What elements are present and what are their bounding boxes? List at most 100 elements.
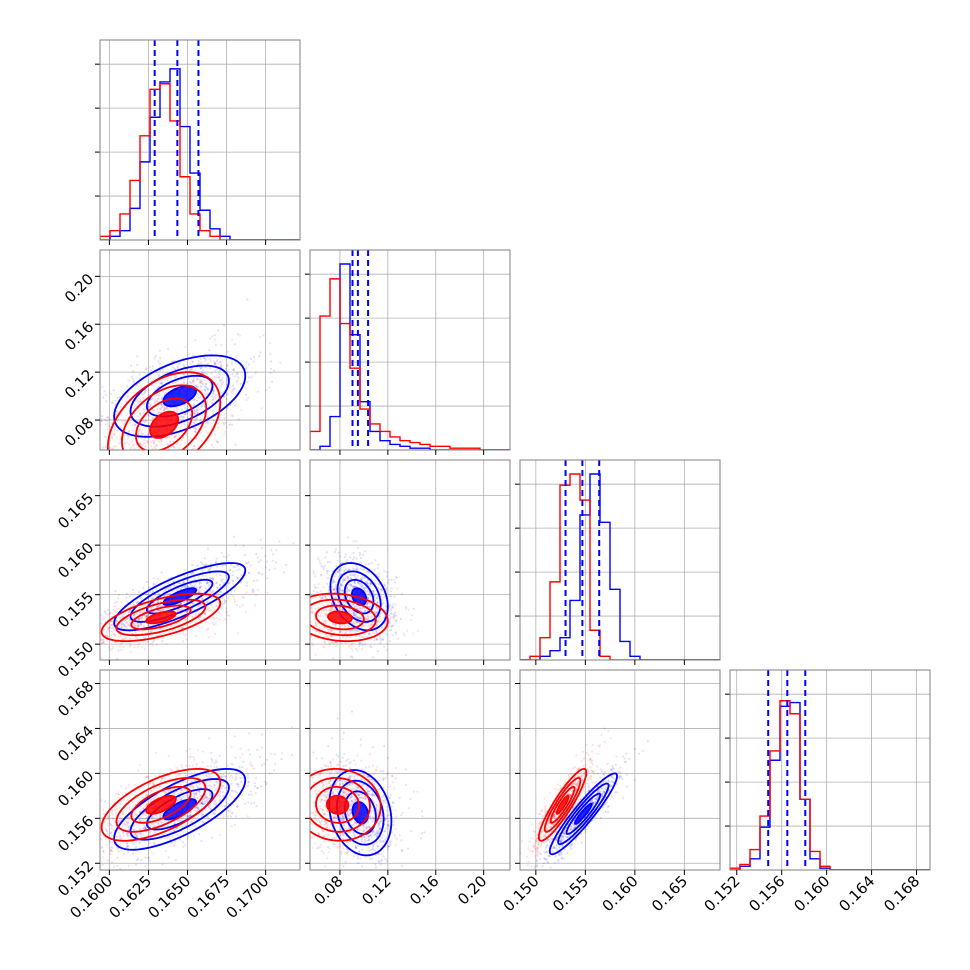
sample-point (120, 622, 123, 625)
sample-point (163, 454, 165, 456)
sample-point (378, 572, 381, 575)
sample-point (210, 592, 213, 595)
panel-frame (519, 459, 721, 661)
sample-point (214, 759, 217, 762)
sample-point (221, 773, 224, 776)
sample-point (122, 622, 125, 626)
sample-point (203, 425, 206, 428)
sample-point (106, 843, 109, 846)
sample-point (83, 403, 85, 405)
sample-point (236, 569, 239, 572)
sample-point (208, 792, 211, 795)
sample-point (176, 833, 179, 836)
sample-point (236, 372, 239, 375)
sample-point (140, 393, 143, 396)
sample-point (336, 641, 339, 644)
sample-point (213, 765, 216, 769)
sample-point (274, 561, 278, 564)
sample-point (243, 553, 246, 557)
sample-point (269, 752, 272, 756)
sample-point (311, 610, 314, 613)
sample-point (213, 389, 216, 392)
hist-red (310, 278, 510, 450)
sample-point (212, 578, 215, 582)
sample-point (151, 384, 154, 387)
sample-point (113, 820, 116, 823)
sample-point (214, 343, 217, 346)
sample-point (393, 595, 396, 598)
sample-point (84, 629, 86, 631)
sample-point (220, 785, 223, 788)
sample-point (189, 784, 193, 788)
contour-level (343, 578, 375, 615)
sample-point (367, 571, 370, 574)
sample-point (337, 601, 340, 604)
sample-point (219, 365, 222, 368)
sample-point (231, 373, 234, 376)
sample-point (109, 612, 112, 615)
sample-point (125, 833, 128, 837)
sample-point (143, 409, 146, 412)
sample-point (220, 381, 223, 384)
sample-point (141, 646, 144, 649)
sample-point (150, 597, 153, 601)
sample-point (354, 574, 357, 577)
sample-point (153, 816, 156, 819)
sample-point (196, 605, 199, 608)
sample-point (210, 757, 213, 760)
sample-point (126, 601, 129, 604)
sample-point (220, 580, 223, 583)
sample-point (334, 583, 337, 587)
sample-point (359, 617, 362, 620)
sample-point (103, 836, 106, 839)
sample-point (212, 419, 215, 422)
sample-point (153, 445, 156, 448)
sample-point (163, 777, 166, 780)
sample-point (139, 442, 142, 445)
sample-point (341, 584, 344, 587)
sample-point (184, 584, 187, 587)
sample-point (241, 595, 244, 599)
sample-point (206, 581, 209, 585)
sample-point (157, 394, 160, 398)
sample-point (176, 819, 179, 822)
sample-point (249, 564, 252, 567)
sample-point (191, 584, 194, 588)
sample-point (126, 396, 130, 399)
sample-point (355, 629, 358, 632)
sample-point (199, 603, 202, 606)
sample-point (134, 623, 137, 627)
y-tick-label: 0.165 (54, 489, 97, 532)
sample-point (385, 587, 388, 590)
sample-point (224, 599, 227, 603)
sample-point (181, 418, 184, 421)
sample-point (163, 407, 167, 410)
sample-point (177, 615, 180, 618)
sample-point (196, 809, 199, 813)
sample-point (205, 385, 208, 388)
sample-point (105, 436, 108, 439)
sample-point (211, 335, 214, 338)
sample-point (211, 398, 214, 402)
sample-point (366, 582, 369, 585)
sample-point (210, 372, 213, 375)
sample-point (145, 814, 148, 817)
sample-point (166, 436, 170, 439)
sample-point (183, 844, 186, 847)
sample-point (184, 433, 187, 436)
sample-point (151, 365, 154, 368)
sample-point (137, 618, 140, 621)
sample-point (215, 582, 218, 585)
sample-point (126, 842, 129, 845)
sample-point (190, 785, 193, 789)
sample-point (172, 580, 175, 583)
sample-point (240, 573, 243, 577)
sample-point (339, 589, 342, 592)
sample-point (343, 579, 347, 582)
sample-point (224, 801, 227, 804)
sample-point (186, 585, 189, 588)
sample-point (129, 637, 132, 640)
sample-point (125, 806, 128, 809)
sample-point (111, 809, 114, 812)
sample-point (349, 612, 352, 615)
